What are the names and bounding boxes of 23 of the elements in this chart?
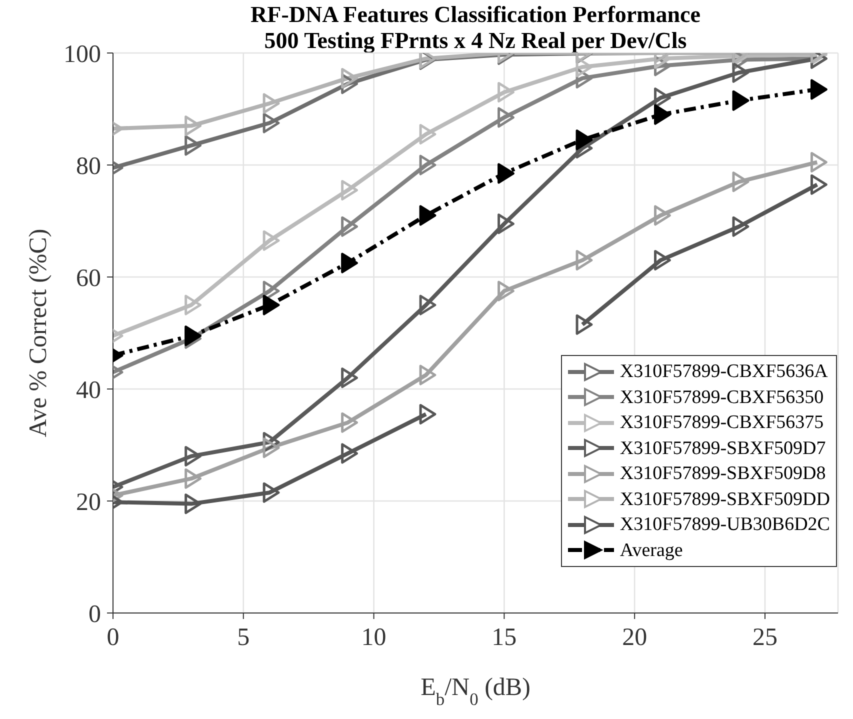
legend-label: X310F57899-CBXF56350	[620, 386, 824, 410]
x-tick-label: 0	[106, 624, 120, 651]
legend-label: Average	[620, 538, 683, 562]
legend-label: X310F57899-SBXF509D8	[620, 462, 826, 486]
legend-label: X310F57899-CBXF5636A	[620, 360, 828, 384]
x-tick-label: 20	[622, 624, 648, 651]
y-tick-label: 0	[88, 600, 101, 628]
x-tick-label: 25	[752, 624, 778, 651]
y-axis-title: Ave % Correct (%C)	[25, 228, 52, 438]
x-axis-title: E$_{b}$/N$_{0}$ (dB)	[420, 674, 530, 709]
legend-label: X310F57899-UB30B6D2C	[620, 513, 830, 537]
x-tick-label: 10	[361, 624, 386, 651]
chart-title: RF-DNA Features Classification Performance 500 Testing FPrnts x 4 Nz Real per Dev/Cls	[250, 2, 702, 54]
legend-label: X310F57899-SBXF509DD	[620, 488, 830, 512]
y-tick-label: 20	[76, 488, 101, 516]
legend-label: X310F57899-SBXF509D7	[620, 436, 826, 460]
y-tick-label: 80	[76, 152, 101, 180]
x-tick-label: 15	[492, 624, 517, 651]
legend-label: X310F57899-CBXF56375	[620, 411, 824, 435]
y-tick-label: 60	[76, 264, 101, 292]
y-tick-label: 100	[64, 40, 101, 68]
y-tick-label: 40	[76, 376, 101, 404]
x-tick-label: 5	[237, 624, 250, 651]
